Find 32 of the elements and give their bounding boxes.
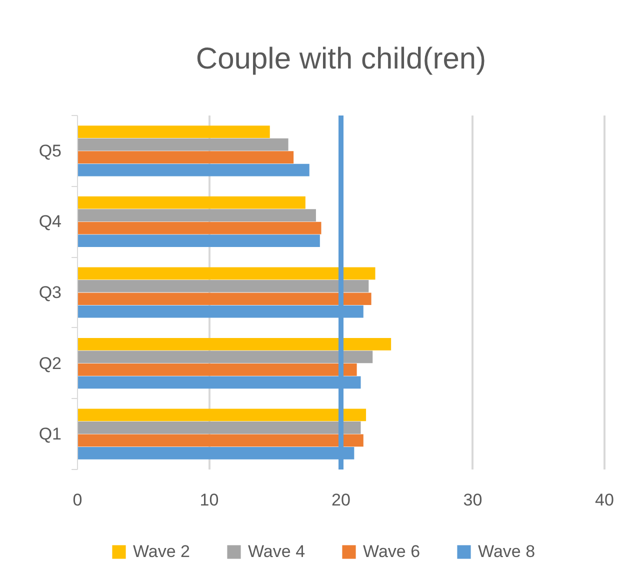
y-tick-label: Q5: [38, 141, 62, 160]
bar: [78, 196, 306, 209]
chart-title: Couple with child(ren): [196, 42, 486, 76]
x-tick-label: 40: [595, 490, 614, 510]
legend-label: Wave 2: [133, 542, 190, 562]
bar: [78, 209, 316, 222]
bar: [78, 434, 364, 447]
bar: [78, 422, 361, 434]
x-tick-label: 0: [72, 490, 82, 510]
y-tick-label: Q3: [38, 283, 62, 302]
bar: [78, 164, 310, 176]
bar: [78, 126, 270, 138]
bar: [78, 350, 373, 364]
y-tick-label: Q1: [38, 424, 62, 444]
x-tick-label: 30: [463, 490, 482, 510]
bar: [78, 292, 372, 306]
bar: [78, 408, 366, 422]
legend-label: Wave 6: [363, 542, 420, 562]
bar: [78, 222, 322, 234]
y-tick-label: Q2: [38, 354, 62, 373]
bar: [78, 267, 376, 280]
bar: [78, 338, 392, 350]
legend-label: Wave 8: [478, 542, 536, 562]
legend-label: Wave 4: [248, 542, 306, 562]
bar: [78, 363, 357, 376]
bar: [78, 280, 369, 292]
x-tick-label: 10: [200, 490, 219, 510]
bar: [78, 138, 288, 151]
y-tick-label: Q4: [38, 212, 62, 232]
bar: [78, 151, 294, 164]
x-tick-label: 20: [332, 490, 350, 510]
bar: [78, 234, 320, 247]
